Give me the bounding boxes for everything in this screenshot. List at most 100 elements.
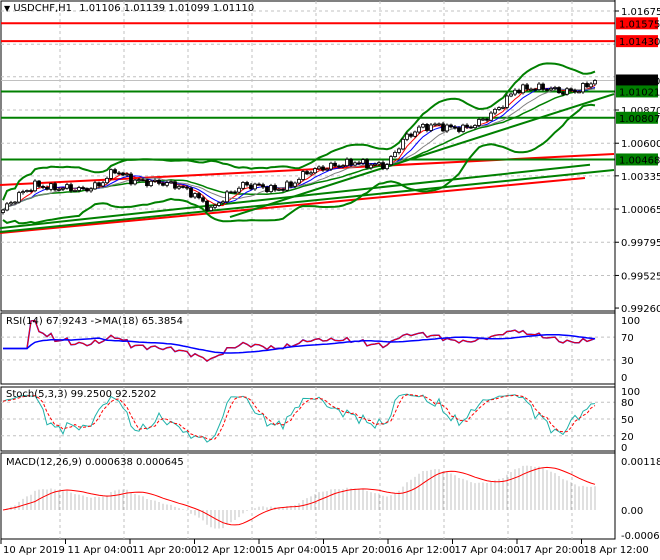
candle-body [481, 118, 485, 121]
candle-body [1, 209, 5, 213]
candle-body [205, 200, 209, 211]
price-tag-label: 1.01430 [619, 37, 660, 48]
candle-body [209, 206, 213, 211]
candle-body [445, 124, 449, 132]
price-tag [616, 153, 658, 166]
candle-body [193, 193, 197, 198]
candle-body [185, 186, 189, 189]
candle-body [581, 83, 585, 93]
price-tick-label: 0.99260 [621, 304, 660, 315]
rsi-line [3, 319, 596, 362]
candle-body [353, 162, 357, 166]
candle-body [529, 88, 533, 91]
candle-body [89, 188, 93, 192]
candle-body [265, 186, 269, 192]
trend-line [0, 169, 615, 234]
candle-body [509, 93, 513, 97]
candle-body [513, 89, 517, 95]
rsi-tick-label: 70 [621, 333, 634, 344]
candle-body [229, 191, 233, 194]
symbol-label: USDCHF,H1 [13, 3, 73, 14]
candle-body [49, 183, 53, 190]
candle-body [81, 187, 85, 190]
candle-body [249, 184, 253, 190]
candle-body [357, 162, 361, 165]
time-tick-label: 17 Apr 04:00 [455, 545, 520, 556]
candle-body [289, 181, 293, 187]
candle-body [461, 124, 465, 132]
candle-body [437, 123, 441, 126]
candle-body [381, 162, 385, 170]
candle-body [97, 182, 101, 187]
stoch-signal-line [2, 394, 596, 440]
candle-body [285, 181, 289, 191]
triangle-down-icon[interactable]: ▼ [4, 4, 11, 13]
candle-body [37, 180, 41, 187]
candle-body [349, 158, 353, 166]
price-tick-label: 1.00870 [621, 106, 660, 117]
price-tag [616, 17, 658, 30]
rsi-tick-label: 30 [621, 356, 634, 367]
candle-body [245, 182, 249, 186]
candle-body [113, 169, 117, 174]
candle-body [253, 183, 257, 190]
candle-body [361, 159, 365, 164]
price-tag-label: 1.01575 [619, 19, 660, 30]
candle-body [269, 185, 273, 192]
candle-body [157, 179, 161, 184]
candle-body [73, 190, 77, 192]
candle-body [521, 84, 525, 94]
candle-body [101, 182, 105, 187]
candle-body [141, 179, 145, 182]
candle-body [593, 80, 597, 85]
stoch-label: Stoch(5,3,3) 99.2500 92.5202 [6, 389, 157, 400]
candle-body [293, 182, 297, 187]
candle-body [537, 83, 541, 91]
candle-body [485, 118, 489, 121]
candle-body [121, 172, 125, 176]
candle-body [429, 124, 433, 131]
candle-body [413, 131, 417, 137]
candle-body [377, 162, 381, 165]
candle-body [277, 188, 281, 191]
candle-body [257, 183, 261, 186]
candle-body [5, 203, 9, 211]
candle-body [309, 172, 313, 175]
time-tick-label: 11 Apr 04:00 [68, 545, 133, 556]
candle-body [469, 126, 473, 129]
price-tag [616, 111, 658, 124]
candle-body [13, 201, 17, 204]
candle-body [533, 88, 537, 91]
candle-body [389, 156, 393, 166]
candle-body [489, 112, 493, 121]
candle-body [329, 162, 333, 170]
main-panel [0, 0, 616, 312]
candle-body [61, 187, 65, 190]
candle-body [565, 88, 569, 95]
candle-body [145, 179, 149, 187]
rsi-tick-label: 100 [621, 316, 640, 327]
stoch-tick-label: 100 [621, 387, 640, 398]
candle-body [313, 168, 317, 174]
close-value: 1.01110 [212, 3, 255, 14]
candle-body [561, 92, 565, 95]
candle-body [261, 184, 265, 188]
price-tag [616, 35, 658, 48]
candle-body [85, 188, 89, 192]
stoch-main-line [2, 393, 596, 443]
candle-body [385, 164, 389, 170]
candle-body [69, 184, 73, 192]
candle-body [93, 182, 97, 190]
candle-body [345, 158, 349, 167]
candle-body [457, 127, 461, 132]
candle-body [221, 201, 225, 204]
candle-body [589, 83, 593, 88]
candle-body [53, 183, 57, 191]
candle-body [105, 177, 109, 184]
candle-body [569, 88, 573, 91]
candle-body [33, 180, 37, 192]
candle-body [541, 83, 545, 90]
candle-body [213, 205, 217, 208]
candle-body [545, 89, 549, 91]
